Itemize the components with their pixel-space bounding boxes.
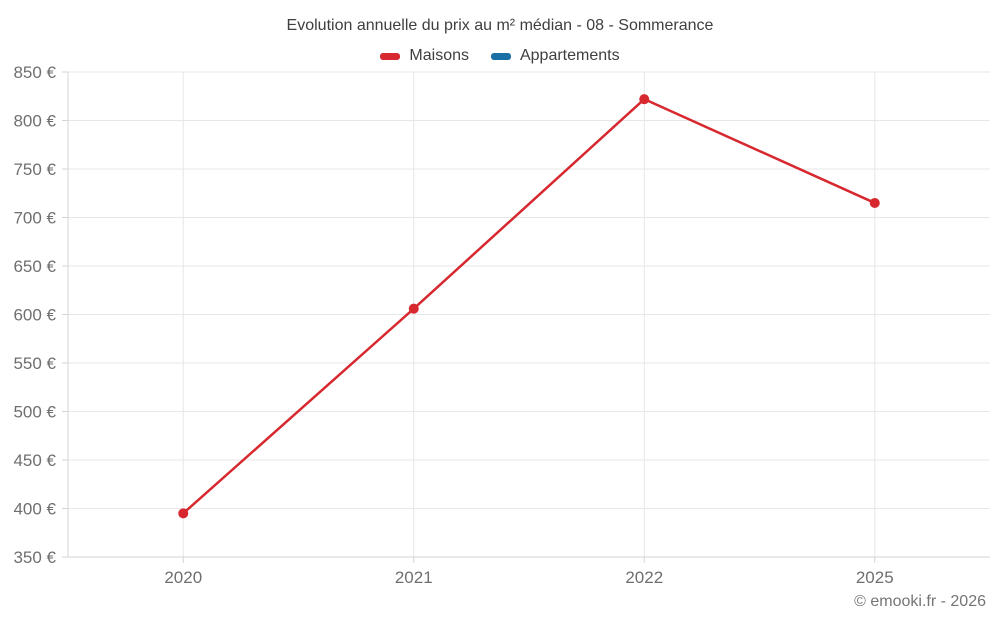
legend: Maisons Appartements <box>0 46 1000 66</box>
series-line-maisons <box>182 97 876 515</box>
y-axis-label: 350 € <box>13 548 56 567</box>
y-axis-label: 450 € <box>13 451 56 470</box>
y-axis-label: 400 € <box>13 500 56 519</box>
y-axis-label: 550 € <box>13 354 56 373</box>
y-axis-label: 650 € <box>13 257 56 276</box>
data-point-maisons-2021[interactable] <box>408 303 419 314</box>
legend-label-maisons: Maisons <box>409 47 469 64</box>
x-axis-label: 2022 <box>625 568 663 587</box>
x-axis-label: 2020 <box>164 568 202 587</box>
chart-title: Evolution annuelle du prix au m² médian … <box>286 17 714 34</box>
legend-item-appartements[interactable]: Appartements <box>490 47 620 65</box>
y-axis-label: 750 € <box>13 160 56 179</box>
maisons-series-swatch-icon <box>380 52 401 60</box>
y-axis-label: 600 € <box>13 306 56 325</box>
legend-label-appartements: Appartements <box>519 47 620 64</box>
y-axis-label: 800 € <box>13 112 56 131</box>
legend-item-maisons[interactable]: Maisons <box>380 47 469 65</box>
copyright: © emooki.fr - 2026 <box>854 593 986 610</box>
x-axis-label: 2025 <box>856 568 894 587</box>
y-axis-label: 850 € <box>13 63 56 82</box>
y-axis-label: 700 € <box>13 209 56 228</box>
data-point-maisons-2020[interactable] <box>178 508 189 519</box>
appartements-series-swatch-icon <box>490 52 511 60</box>
data-point-maisons-2022[interactable] <box>639 94 650 105</box>
y-axis-label: 500 € <box>13 403 56 422</box>
data-point-maisons-2025[interactable] <box>869 197 880 208</box>
x-axis-label: 2021 <box>395 568 433 587</box>
